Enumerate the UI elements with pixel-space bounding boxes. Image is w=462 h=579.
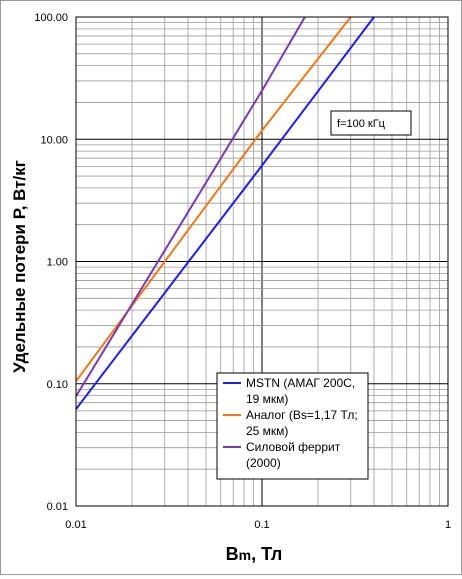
legend-label-2: Аналог (Bs=1,17 Тл; — [246, 408, 358, 422]
x-tick-label: 0.1 — [254, 519, 269, 531]
y-tick-label: 100.00 — [34, 12, 68, 24]
series-line-2 — [76, 17, 352, 382]
legend-box — [216, 372, 369, 480]
grid — [76, 17, 448, 506]
y-tick-label: 0.10 — [47, 379, 68, 391]
y-tick-label: 0.01 — [47, 501, 68, 513]
frequency-annotation: f=100 кГц — [330, 110, 412, 136]
frequency-annotation-text: f=100 кГц — [337, 118, 386, 130]
series-lines — [76, 17, 375, 410]
legend-label-1: 19 мкм) — [246, 392, 288, 406]
series-line-1 — [76, 17, 375, 410]
legend-label-2: 25 мкм) — [246, 424, 288, 438]
x-tick-label: 0.01 — [65, 519, 86, 531]
legend-label-3: (2000) — [246, 456, 281, 470]
y-tick-label: 10.00 — [40, 134, 68, 146]
plot-area-border — [75, 16, 449, 507]
y-axis-label: Удельные потери Р, Вт/кг — [10, 160, 29, 373]
legend-label-3: Силовой феррит — [246, 440, 341, 454]
legend: MSTN (АМАГ 200С, 19 мкм) Аналог (Bs=1,17 Т… — [216, 372, 369, 480]
legend-label-1: MSTN (АМАГ 200С, — [246, 376, 355, 390]
tick-labels: 0.01 0.10 1.00 10.00 100.00 0.01 0.1 1 — [34, 12, 451, 531]
x-tick-label: 1 — [445, 519, 451, 531]
y-tick-label: 1.00 — [47, 257, 68, 269]
x-axis-label: Bm, Тл — [226, 544, 283, 564]
series-line-3 — [76, 17, 306, 397]
